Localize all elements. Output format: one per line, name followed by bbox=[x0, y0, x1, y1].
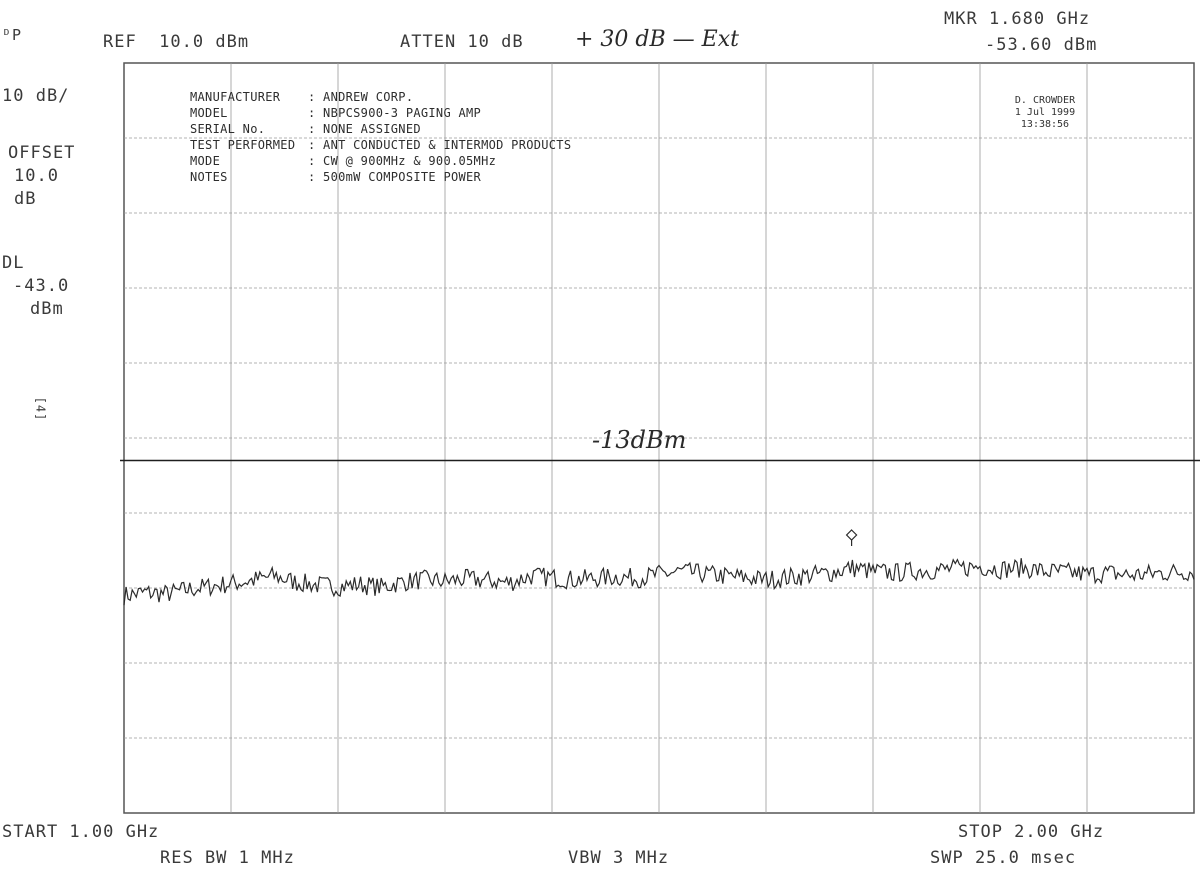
info-value: : ANDREW CORP. bbox=[308, 90, 414, 104]
info-key: NOTES bbox=[190, 170, 228, 184]
display-line-unit: dBm bbox=[30, 299, 64, 319]
info-row-serial: SERIAL No. : NONE ASSIGNED bbox=[190, 121, 571, 137]
marker-diamond-icon bbox=[845, 529, 858, 541]
display-line-label: DL bbox=[2, 253, 25, 273]
info-key: TEST PERFORMED bbox=[190, 138, 296, 152]
reference-level: REF 10.0 dBm bbox=[103, 32, 250, 52]
info-value: : NONE ASSIGNED bbox=[308, 122, 421, 136]
info-row-test: TEST PERFORMED : ANT CONDUCTED & INTERMO… bbox=[190, 137, 571, 153]
vertical-scale: 10 dB/ bbox=[2, 86, 70, 106]
info-key: MODEL bbox=[190, 106, 228, 120]
info-row-manufacturer: MANUFACTURER : ANDREW CORP. bbox=[190, 89, 571, 105]
offset-unit: dB bbox=[14, 189, 37, 209]
marker-level: -53.60 dBm bbox=[985, 35, 1098, 55]
stamp-date: 1 Jul 1999 bbox=[1014, 107, 1076, 118]
info-key: MANUFACTURER bbox=[190, 90, 281, 104]
info-row-mode: MODE : CW @ 900MHz & 900.05MHz bbox=[190, 153, 571, 169]
operator-name: D. CROWDER bbox=[1014, 95, 1076, 106]
corner-label: ᴰP bbox=[2, 26, 23, 44]
info-key: SERIAL No. bbox=[190, 122, 266, 136]
attenuation: ATTEN 10 dB bbox=[400, 32, 524, 52]
operator-stamp: D. CROWDER 1 Jul 1999 13:38:56 bbox=[1000, 95, 1090, 131]
info-value: : 500mW COMPOSITE POWER bbox=[308, 170, 482, 184]
video-bandwidth: VBW 3 MHz bbox=[568, 848, 670, 868]
info-value: : NBPCS900-3 PAGING AMP bbox=[308, 106, 482, 120]
stop-frequency: STOP 2.00 GHz bbox=[958, 822, 1105, 842]
info-row-notes: NOTES : 500mW COMPOSITE POWER bbox=[190, 169, 571, 185]
attenuation-handwritten-note: + 30 dB — Ext bbox=[575, 27, 739, 52]
trace-mode-indicator: [4] bbox=[33, 396, 48, 422]
info-key: MODE bbox=[190, 154, 221, 168]
marker-frequency: MKR 1.680 GHz bbox=[944, 9, 1091, 29]
display-line-value: -43.0 bbox=[13, 276, 70, 296]
resolution-bandwidth: RES BW 1 MHz bbox=[160, 848, 295, 868]
limit-line-label: -13dBm bbox=[592, 426, 687, 454]
offset-label: OFFSET bbox=[8, 143, 76, 163]
info-value: : ANT CONDUCTED & INTERMOD PRODUCTS bbox=[308, 138, 572, 152]
offset-value: 10.0 bbox=[14, 166, 59, 186]
stamp-time: 13:38:56 bbox=[1020, 119, 1070, 130]
spectrum-trace bbox=[123, 558, 1195, 606]
test-info-block: MANUFACTURER : ANDREW CORP. MODEL : NBPC… bbox=[190, 89, 571, 185]
info-row-model: MODEL : NBPCS900-3 PAGING AMP bbox=[190, 105, 571, 121]
sweep-time: SWP 25.0 msec bbox=[930, 848, 1077, 868]
start-frequency: START 1.00 GHz bbox=[2, 822, 160, 842]
info-value: : CW @ 900MHz & 900.05MHz bbox=[308, 154, 497, 168]
